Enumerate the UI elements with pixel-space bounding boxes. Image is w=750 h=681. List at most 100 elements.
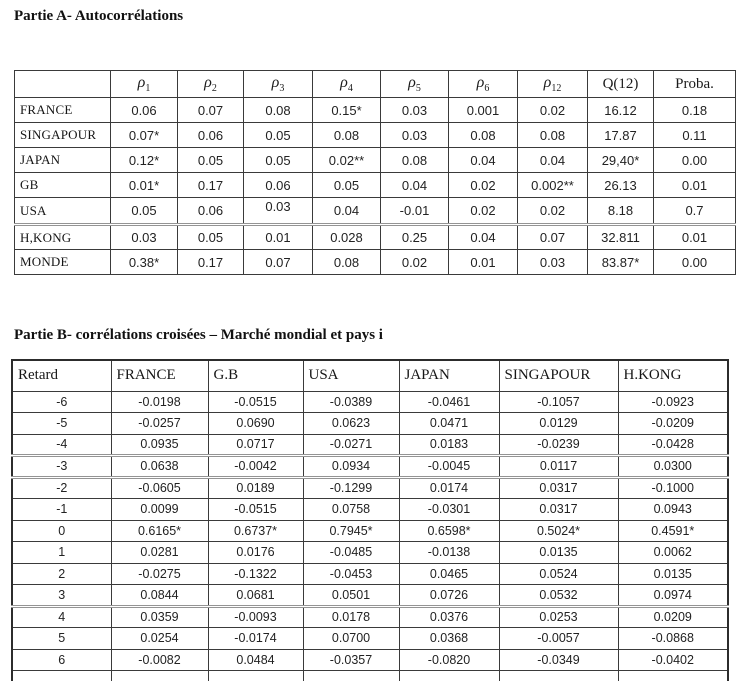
value-cell: 0.04 bbox=[380, 172, 449, 198]
table-b-row: 2 -0.0275 -0.1322 -0.0453 0.0465 0.0524 0.0135 bbox=[11, 562, 729, 585]
rho-subscript: 1 bbox=[145, 83, 151, 95]
table-b-row: 4 0.0359 -0.0093 0.0178 0.0376 0.0253 0.0209 bbox=[11, 604, 729, 628]
value-cell: -0.0093 bbox=[207, 604, 304, 628]
value-cell: 0.07 bbox=[177, 97, 244, 123]
rho-subscript: 3 bbox=[279, 83, 285, 95]
value-cell: -0.0271 bbox=[302, 433, 400, 456]
value-cell: 0.01* bbox=[110, 172, 178, 198]
value-cell: 0.18 bbox=[653, 97, 736, 123]
rho-subscript: 4 bbox=[347, 83, 353, 95]
row-label: 3 bbox=[11, 584, 112, 607]
value-cell: 0.08 bbox=[243, 97, 313, 123]
value-cell: 0.002** bbox=[517, 172, 588, 198]
value-cell: -0.0357 bbox=[302, 648, 400, 671]
value-cell: 0.07 bbox=[243, 249, 313, 275]
row-label: -4 bbox=[11, 433, 112, 456]
column-header: ρ3 bbox=[243, 70, 313, 98]
value-cell: -0.1299 bbox=[302, 475, 400, 499]
value-cell: 0.0135 bbox=[617, 562, 729, 585]
value-cell: -0.0239 bbox=[498, 433, 619, 456]
row-label: GB bbox=[14, 172, 111, 198]
value-cell: 0.05 bbox=[177, 223, 244, 250]
value-cell: 0.6165* bbox=[110, 519, 209, 542]
column-header: FRANCE bbox=[110, 359, 209, 392]
table-b-row: 1 0.0281 0.0176 -0.0485 -0.0138 0.0135 0.0062 bbox=[11, 541, 729, 564]
value-cell: -0.0057 bbox=[498, 627, 619, 650]
value-cell: 0.4591* bbox=[617, 519, 729, 542]
value-cell: 0.04 bbox=[448, 147, 518, 173]
row-label: 6 bbox=[11, 648, 112, 671]
table-a-header-row: ρ1 ρ2 ρ3 ρ4 ρ5 ρ6 ρ12 Q(12) Proba. bbox=[14, 70, 736, 98]
value-cell: -0.0389 bbox=[302, 390, 400, 413]
value-cell: 0.05 bbox=[243, 147, 313, 173]
value-cell: -0.1322 bbox=[207, 562, 304, 585]
rho-subscript: 6 bbox=[484, 83, 490, 95]
column-header: ρ5 bbox=[380, 70, 449, 98]
rho-symbol: ρ bbox=[271, 73, 280, 91]
value-cell: 0.15* bbox=[312, 97, 381, 123]
value-cell: -0.0868 bbox=[617, 627, 729, 650]
value-cell: 0.0176 bbox=[207, 541, 304, 564]
value-cell: 0.00 bbox=[653, 147, 736, 173]
value-cell: 0.0935 bbox=[110, 433, 209, 456]
value-cell: -0.0349 bbox=[498, 648, 619, 671]
row-label: 1 bbox=[11, 541, 112, 564]
value-cell: 0.0062 bbox=[617, 541, 729, 564]
table-b-row: -1 0.0099 -0.0515 0.0758 -0.0301 0.0317 0.0943 bbox=[11, 498, 729, 521]
value-cell: 0.03 bbox=[243, 197, 313, 225]
value-cell: 0.04 bbox=[517, 147, 588, 173]
value-cell: 0.07 bbox=[517, 223, 588, 250]
value-cell: -0.0174 bbox=[207, 627, 304, 650]
rho-subscript: 2 bbox=[211, 83, 217, 95]
value-cell: -0.0402 bbox=[617, 648, 729, 671]
table-b-row: 0 0.6165* 0.6737* 0.7945* 0.6598* 0.5024* 0.45… bbox=[11, 519, 729, 542]
value-cell: 0.04 bbox=[448, 223, 518, 250]
value-cell: -0.0275 bbox=[110, 562, 209, 585]
value-cell: 0.06 bbox=[177, 122, 244, 148]
table-a-row: H,KONG 0.03 0.05 0.01 0.028 0.25 0.04 0.07 32.81… bbox=[14, 223, 736, 250]
table-b-row: -4 0.0935 0.0717 -0.0271 0.0183 -0.0239 -0.042… bbox=[11, 433, 729, 456]
value-cell: 0.0717 bbox=[207, 433, 304, 456]
value-cell: 0.0623 bbox=[302, 412, 400, 435]
row-label: MONDE bbox=[14, 249, 111, 275]
clipped-cell bbox=[207, 670, 304, 681]
value-cell: 0.02 bbox=[448, 197, 518, 225]
value-cell: 0.5024* bbox=[498, 519, 619, 542]
value-cell: 0.03 bbox=[110, 223, 178, 250]
row-label: SINGAPOUR bbox=[14, 122, 111, 148]
value-cell: 0.0974 bbox=[617, 584, 729, 607]
table-b-row: 3 0.0844 0.0681 0.0501 0.0726 0.0532 0.0974 bbox=[11, 584, 729, 607]
value-cell: 0.02 bbox=[517, 197, 588, 225]
value-cell: 0.05 bbox=[312, 172, 381, 198]
value-cell: -0.0515 bbox=[207, 498, 304, 521]
value-cell: 0.001 bbox=[448, 97, 518, 123]
table-b-row: 5 0.0254 -0.0174 0.0700 0.0368 -0.0057 -0.0868 bbox=[11, 627, 729, 650]
value-cell: -0.0042 bbox=[207, 454, 304, 478]
value-cell: 0.25 bbox=[380, 223, 449, 250]
column-header: ρ4 bbox=[312, 70, 381, 98]
value-cell: 0.6598* bbox=[398, 519, 500, 542]
value-cell: -0.0453 bbox=[302, 562, 400, 585]
value-cell: 0.0317 bbox=[498, 475, 619, 499]
value-cell: 26.13 bbox=[587, 172, 654, 198]
value-cell: 0.0943 bbox=[617, 498, 729, 521]
value-cell: 0.0254 bbox=[110, 627, 209, 650]
value-cell: 0.0209 bbox=[617, 604, 729, 628]
value-cell: 0.08 bbox=[312, 249, 381, 275]
value-cell: 0.06 bbox=[177, 197, 244, 225]
value-cell: 17.87 bbox=[587, 122, 654, 148]
value-cell: 32.811 bbox=[587, 223, 654, 250]
clipped-cell bbox=[110, 670, 209, 681]
value-cell: 0.11 bbox=[653, 122, 736, 148]
value-cell: 0.0681 bbox=[207, 584, 304, 607]
table-a-row: USA 0.05 0.06 0.03 0.04 -0.01 0.02 0.02 8.18 0.7 bbox=[14, 197, 736, 225]
value-cell: 0.03 bbox=[517, 249, 588, 275]
value-cell: 0.0690 bbox=[207, 412, 304, 435]
value-cell: 0.0135 bbox=[498, 541, 619, 564]
column-header: ρ1 bbox=[110, 70, 178, 98]
value-cell: 0.08 bbox=[312, 122, 381, 148]
value-cell: 83.87* bbox=[587, 249, 654, 275]
clipped-cell bbox=[11, 670, 112, 681]
value-cell: 0.02 bbox=[517, 97, 588, 123]
